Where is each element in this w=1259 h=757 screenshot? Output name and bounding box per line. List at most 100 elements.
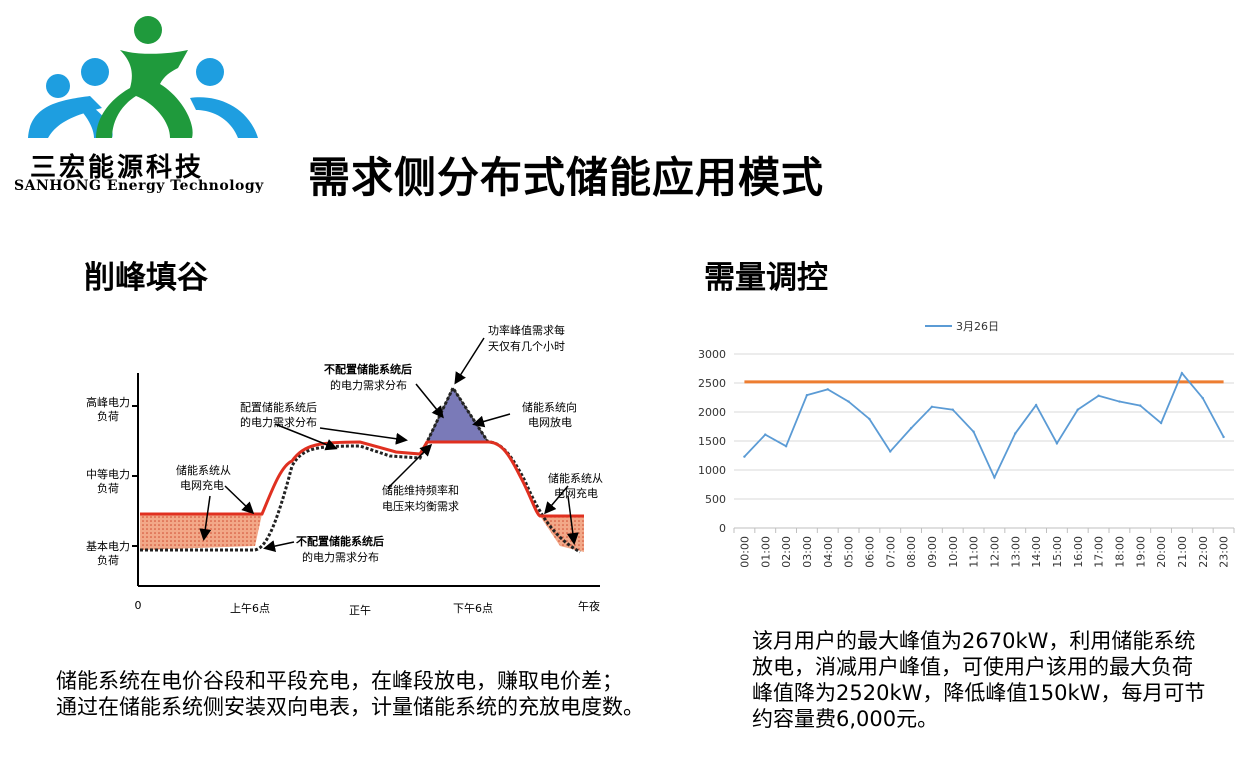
- x-tick-label: 16:00: [1072, 536, 1085, 568]
- x-tick-label: 05:00: [843, 536, 856, 568]
- x-tick-label: 20:00: [1155, 536, 1168, 568]
- y-level-high-line1: 高峰电力: [86, 395, 130, 409]
- right-description-line4: 约容量费6,000元。: [752, 707, 939, 731]
- data-point: [1118, 400, 1121, 403]
- x-label-midnight: 午夜: [578, 599, 600, 613]
- x-tick-label: 02:00: [780, 536, 793, 568]
- data-point: [1180, 371, 1184, 375]
- y-tick-label: 0: [719, 522, 726, 535]
- data-point: [805, 393, 809, 397]
- x-tick-label: 23:00: [1218, 536, 1231, 568]
- data-point: [951, 408, 954, 411]
- annotation-discharge-line1: 储能系统向: [522, 400, 577, 414]
- x-tick-label: 18:00: [1113, 536, 1126, 568]
- x-tick-label: 21:00: [1176, 536, 1189, 568]
- y-level-base-line2: 负荷: [97, 553, 119, 567]
- data-point: [847, 400, 850, 403]
- peak-shaving-diagram: 高峰电力 负荷 中等电力 负荷 基本电力 负荷 0 上午6点 正午 下午6点 午…: [86, 323, 603, 617]
- x-tick-label: 13:00: [1009, 536, 1022, 568]
- y-tick-label: 1000: [698, 464, 726, 477]
- x-tick-label: 01:00: [759, 536, 772, 568]
- x-tick-label: 06:00: [863, 536, 876, 568]
- x-tick-label: 00:00: [738, 536, 751, 568]
- annotation-charge-left-line1: 储能系统从: [176, 463, 231, 477]
- charge-area-left: [140, 514, 262, 550]
- annotation-peak-demand-line2: 天仅有几个小时: [488, 339, 565, 353]
- data-point: [1014, 432, 1017, 435]
- x-label-6pm: 下午6点: [453, 602, 493, 615]
- annotation-no-storage-top-line2: 的电力需求分布: [330, 378, 407, 392]
- demand-curve-with-storage: [140, 440, 584, 518]
- data-point: [889, 450, 892, 453]
- logo-figure-blue-right: [190, 58, 258, 138]
- y-level-base-line1: 基本电力: [86, 539, 130, 553]
- x-label-6am: 上午6点: [230, 602, 270, 615]
- x-tick-label: 04:00: [822, 536, 835, 568]
- annotation-no-storage-bottom-line1: 不配置储能系统后: [296, 534, 384, 548]
- data-point: [868, 417, 871, 421]
- y-level-high-line2: 负荷: [97, 409, 119, 423]
- left-description-line1: 储能系统在电价谷段和平段充电，在峰段放电，赚取电价差；: [56, 669, 623, 693]
- annotation-no-storage-bottom-line2: 的电力需求分布: [302, 550, 379, 564]
- data-point: [1201, 396, 1204, 400]
- data-point: [1076, 408, 1079, 411]
- annotation-with-storage-line2: 的电力需求分布: [240, 415, 317, 429]
- y-level-mid-line2: 负荷: [97, 481, 119, 495]
- x-tick-label: 09:00: [926, 536, 939, 568]
- data-point: [1159, 421, 1163, 425]
- y-tick-label: 2500: [698, 377, 726, 390]
- y-tick-label: 500: [705, 493, 726, 506]
- demand-curve-without-storage: [140, 384, 581, 554]
- y-level-mid-line1: 中等电力: [86, 467, 130, 481]
- y-tick-label: 3000: [698, 348, 726, 361]
- company-logo: [28, 16, 258, 138]
- annotation-frequency-line2: 电压来均衡需求: [382, 500, 459, 513]
- charge-area-right: [540, 516, 584, 552]
- x-label-noon: 正午: [349, 604, 371, 617]
- right-description-line1: 该月用户的最大峰值为2670kW，利用储能系统: [752, 629, 1196, 653]
- right-description-line3: 峰值降为2520kW，降低峰值150kW，每月可节: [752, 681, 1206, 705]
- data-point: [743, 455, 746, 458]
- annotation-charge-right-line1: 储能系统从: [548, 471, 603, 485]
- annotation-charge-left-line2: 电网充电: [180, 478, 224, 492]
- series-line: [743, 371, 1225, 480]
- left-description-line2: 通过在储能系统侧安装双向电表，计量储能系统的充放电度数。: [56, 695, 644, 719]
- x-tick-label: 10:00: [947, 536, 960, 568]
- data-point: [826, 388, 829, 391]
- data-point: [1055, 442, 1059, 445]
- data-point: [764, 433, 767, 436]
- right-description-line2: 放电，消减用户峰值，可使用户该用的最大负荷: [752, 655, 1193, 679]
- x-tick-label: 17:00: [1093, 536, 1106, 568]
- x-tick-label: 11:00: [968, 536, 981, 568]
- x-tick-label: 14:00: [1030, 536, 1043, 568]
- annotation-peak-demand-line1: 功率峰值需求每: [488, 323, 565, 337]
- annotation-discharge-line2: 电网放电: [528, 415, 572, 429]
- x-tick-label: 22:00: [1197, 536, 1210, 568]
- data-point: [1139, 404, 1142, 407]
- data-point: [784, 445, 788, 448]
- logo-name-cn: 三宏能源科技: [30, 153, 205, 183]
- legend-label: 3月26日: [956, 320, 999, 333]
- data-point: [930, 405, 934, 408]
- demand-line-chart: 0 500 1000 1500 2000 2500 3000 00:00 01:00 02:00 0…: [698, 320, 1235, 568]
- section-heading-demand-control: 需量调控: [704, 260, 828, 296]
- data-point: [1222, 435, 1225, 439]
- x-label-0: 0: [135, 599, 142, 612]
- x-tick-label: 12:00: [988, 536, 1001, 568]
- annotation-frequency-line1: 储能维持频率和: [382, 483, 459, 497]
- right-description: 该月用户的最大峰值为2670kW，利用储能系统 放电，消减用户峰值，可使用户该用…: [752, 628, 1205, 732]
- logo-name-en: SANHONG Energy Technology: [14, 178, 264, 194]
- data-point: [1097, 394, 1100, 397]
- page-title: 需求侧分布式储能应用模式: [308, 153, 825, 202]
- y-tick-label: 1500: [698, 435, 726, 448]
- x-tick-label: 15:00: [1051, 536, 1064, 568]
- x-tick-label: 08:00: [905, 536, 918, 568]
- x-tick-label: 03:00: [801, 536, 814, 568]
- data-point: [909, 427, 913, 430]
- data-point: [972, 430, 975, 433]
- x-tick-label: 07:00: [884, 536, 897, 568]
- logo-figure-green: [96, 16, 193, 138]
- data-point: [1034, 403, 1038, 407]
- y-tick-label: 2000: [698, 406, 726, 419]
- annotation-charge-right-line2: 电网充电: [554, 486, 598, 500]
